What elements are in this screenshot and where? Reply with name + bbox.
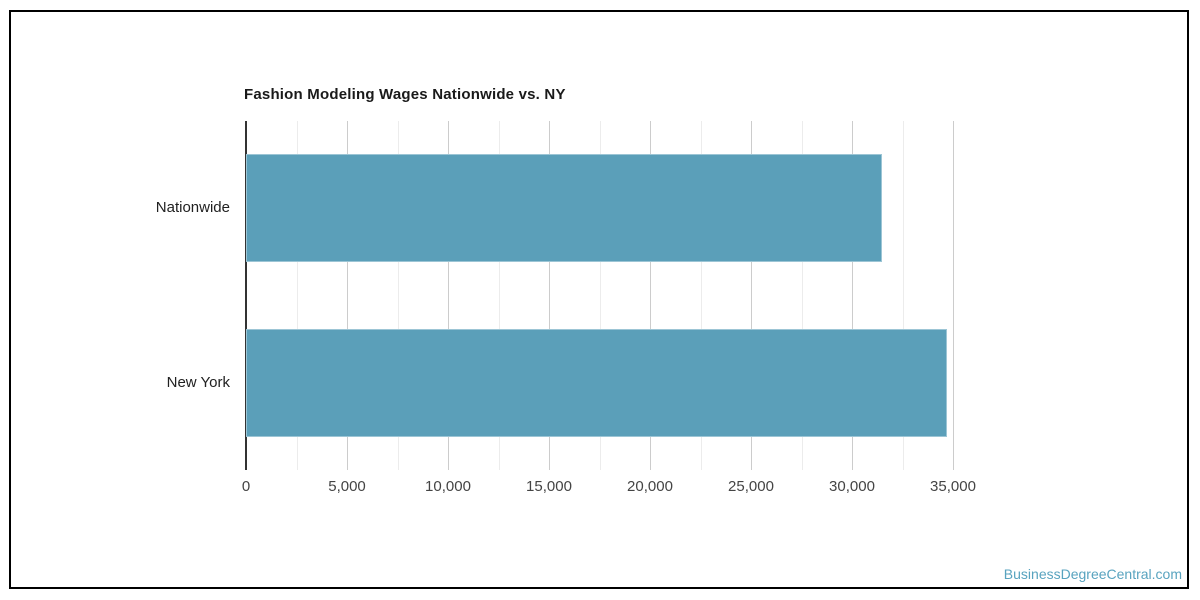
gridline: [549, 121, 550, 470]
gridline: [801, 121, 803, 470]
x-axis-tick-label: 35,000: [930, 478, 976, 495]
y-axis-line: [245, 121, 247, 470]
gridline: [599, 121, 601, 470]
x-axis-tick-label: 5,000: [328, 478, 366, 495]
x-axis-tick-label: 0: [241, 478, 251, 495]
gridline: [347, 121, 348, 470]
gridline: [953, 121, 954, 470]
gridline: [902, 121, 904, 470]
x-axis-tick-label: 20,000: [627, 478, 673, 495]
watermark-link[interactable]: BusinessDegreeCentral.com: [1003, 566, 1182, 582]
bar-nationwide[interactable]: [246, 154, 883, 263]
chart-title: Fashion Modeling Wages Nationwide vs. NY: [244, 86, 566, 103]
y-axis-label: New York: [166, 373, 230, 391]
bar-new-york[interactable]: [246, 328, 947, 437]
gridline: [397, 121, 399, 470]
x-axis-tick-label: 10,000: [425, 478, 471, 495]
x-axis-tick-label: 15,000: [526, 478, 572, 495]
y-axis-label: Nationwide: [155, 199, 230, 217]
gridline: [448, 121, 449, 470]
gridline: [852, 121, 853, 470]
gridline: [296, 121, 298, 470]
x-axis-tick-label: 30,000: [829, 478, 875, 495]
plot-area: 0 5,000 10,000 15,000 20,000 25,000 30,000 35,0…: [156, 121, 976, 495]
gridline: [751, 121, 752, 470]
gridline: [700, 121, 702, 470]
gridline: [650, 121, 651, 470]
gridline: [498, 121, 500, 470]
x-axis-tick-label: 25,000: [728, 478, 774, 495]
